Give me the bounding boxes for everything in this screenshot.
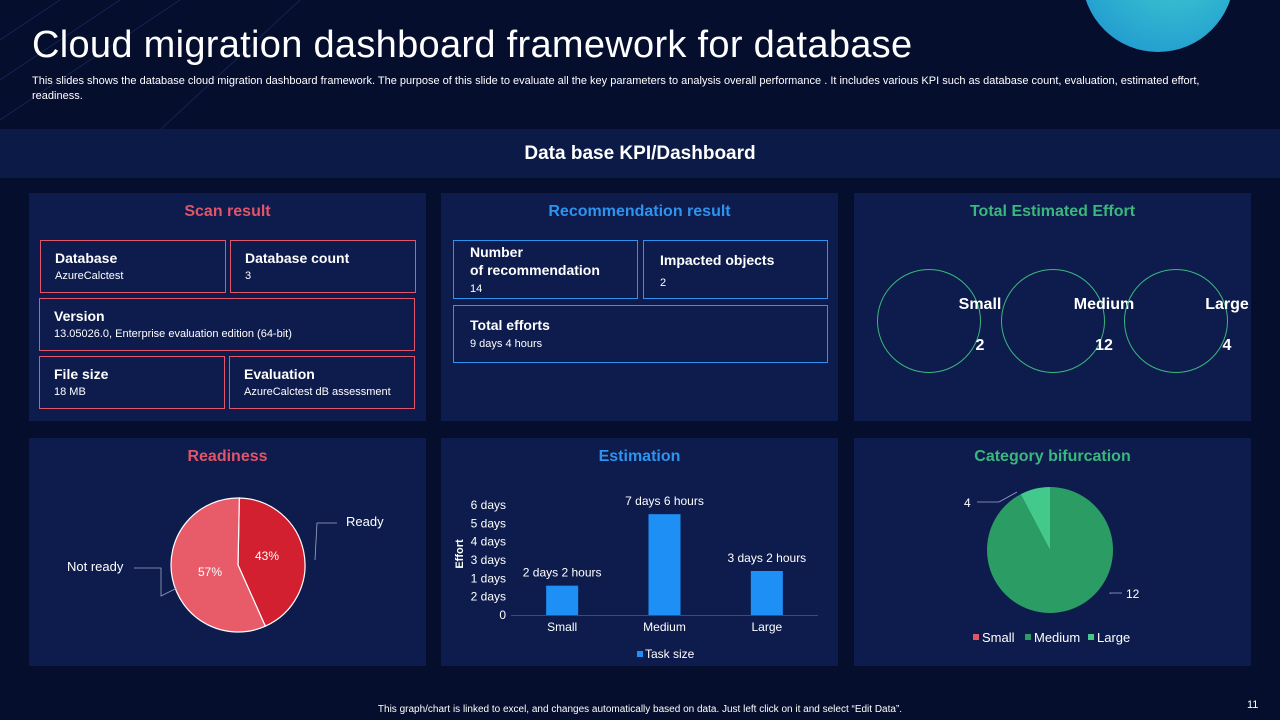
decorative-orb (1082, 0, 1234, 52)
bar-large (750, 571, 783, 615)
file-size-label: File size (54, 366, 109, 382)
bar-small (546, 585, 579, 615)
category-legend: Small Medium Large (973, 630, 1130, 645)
footer-note: This graph/chart is linked to excel, and… (377, 704, 903, 715)
bar-medium (648, 514, 681, 615)
number-of-recommendation-card: Number of recommendation 14 (453, 240, 638, 299)
page-number: 11 (1247, 699, 1259, 711)
number-of-recommendation-label-line2: of recommendation (470, 262, 600, 278)
dashboard-band: Data base KPI/Dashboard (0, 129, 1280, 178)
pie-slice-large (1020, 487, 1050, 550)
effort-small-label: Small (958, 296, 1002, 313)
effort-medium-label: Medium (1073, 296, 1135, 313)
not-ready-leader-line (134, 567, 178, 597)
recommendation-result-title: Recommendation result (548, 203, 731, 220)
legend-label-small: Small (982, 630, 1015, 645)
pie-slice-ready (237, 497, 306, 627)
x-tick-label: Small (547, 620, 577, 634)
large-leader-line (977, 491, 1018, 503)
category-pie-chart: 4 12 Small Medium Large (964, 487, 1140, 645)
bar-data-label: 7 days 6 hours (625, 494, 704, 508)
number-of-recommendation-value: 14 (470, 283, 483, 295)
effort-circle-large: Large 4 (1124, 269, 1249, 373)
database-value: AzureCalctest (55, 270, 124, 282)
legend-swatch-small (973, 634, 979, 640)
estimation-legend-label: Task size (645, 647, 695, 661)
evaluation-value: AzureCalctest dB assessment (244, 386, 391, 398)
y-tick-label: 5 days (471, 516, 506, 530)
impacted-objects-label: Impacted objects (660, 252, 775, 268)
y-tick-label: 4 days (471, 535, 506, 549)
page-title: Cloud migration dashboard framework for … (32, 24, 913, 66)
legend-label-large: Large (1097, 630, 1130, 645)
total-efforts-value: 9 days 4 hours (470, 338, 543, 350)
y-tick-label: 0 (499, 608, 506, 622)
recommendation-result-panel: Recommendation result Number of recommen… (441, 193, 838, 421)
legend-swatch-medium (1025, 634, 1031, 640)
readiness-pie-chart: Ready Not ready 43% 57% (67, 497, 384, 633)
scan-result-panel: Scan result Database AzureCalctest Datab… (29, 193, 426, 421)
number-of-recommendation-label-line1: Number (470, 244, 523, 260)
pie-slice-medium (987, 487, 1114, 613)
version-value: 13.05026.0, Enterprise evaluation editio… (54, 328, 292, 340)
bar-data-label: 3 days 2 hours (727, 551, 806, 565)
estimation-bar-chart: 0 2 days 1 days 3 days 4 days 5 days 6 days Sm… (454, 494, 818, 661)
database-card: Database AzureCalctest (40, 240, 226, 293)
bar-data-label: 2 days 2 hours (523, 566, 602, 580)
category-bifurcation-panel: Category bifurcation 4 12 Small Medium L… (854, 438, 1251, 666)
y-tick-label: 3 days (471, 553, 506, 567)
estimation-legend-swatch (637, 651, 643, 657)
effort-large-value: 4 (1222, 337, 1232, 354)
effort-circle-small: Small 2 (877, 269, 1001, 373)
x-tick-label: Large (751, 620, 782, 634)
effort-medium-value: 12 (1095, 337, 1113, 354)
page-subtitle: This slides shows the database cloud mig… (32, 75, 1200, 102)
database-count-card: Database count 3 (230, 240, 416, 293)
file-size-card: File size 18 MB (39, 356, 225, 409)
not-ready-callout: Not ready (67, 559, 124, 574)
total-estimated-effort-panel: Total Estimated Effort Small 2 Medium 12… (854, 193, 1251, 421)
estimation-panel: Estimation 0 2 days 1 days 3 days 4 days 5 da… (441, 438, 838, 666)
medium-leader-line (1109, 592, 1122, 594)
estimation-title: Estimation (598, 448, 681, 465)
effort-circle-medium: Medium 12 (1001, 269, 1134, 373)
evaluation-label: Evaluation (244, 366, 315, 382)
legend-label-medium: Medium (1034, 630, 1080, 645)
ready-percent-label: 43% (255, 549, 279, 563)
legend-swatch-large (1088, 634, 1094, 640)
y-tick-label: 2 days (471, 590, 506, 604)
large-value-label: 4 (964, 496, 971, 510)
impacted-objects-value: 2 (660, 277, 667, 289)
database-count-value: 3 (245, 270, 252, 282)
estimation-y-axis-label: Effort (454, 539, 466, 569)
effort-small-value: 2 (975, 337, 985, 354)
total-efforts-card: Total efforts 9 days 4 hours (453, 305, 828, 363)
total-estimated-effort-title: Total Estimated Effort (969, 203, 1136, 220)
x-tick-label: Medium (643, 620, 686, 634)
y-tick-label: 1 days (471, 571, 506, 585)
ready-callout: Ready (346, 514, 384, 529)
database-label: Database (55, 250, 118, 266)
total-efforts-label: Total efforts (470, 317, 550, 333)
version-card: Version 13.05026.0, Enterprise evaluatio… (39, 298, 415, 351)
dashboard-title: Data base KPI/Dashboard (524, 142, 756, 164)
not-ready-percent-label: 57% (198, 565, 222, 579)
scan-result-title: Scan result (184, 203, 271, 220)
file-size-value: 18 MB (54, 386, 86, 398)
effort-large-label: Large (1205, 296, 1249, 313)
medium-value-label: 12 (1126, 587, 1140, 601)
evaluation-card: Evaluation AzureCalctest dB assessment (229, 356, 415, 409)
readiness-panel: Readiness Ready Not ready 43% 57% (29, 438, 426, 666)
database-count-label: Database count (245, 250, 350, 266)
impacted-objects-card: Impacted objects 2 (643, 240, 828, 299)
pie-slice-not-ready (170, 497, 267, 633)
readiness-title: Readiness (187, 448, 268, 465)
category-bifurcation-title: Category bifurcation (974, 448, 1131, 465)
y-tick-label: 6 days (471, 498, 506, 512)
version-label: Version (54, 308, 105, 324)
ready-leader-line (314, 522, 337, 561)
